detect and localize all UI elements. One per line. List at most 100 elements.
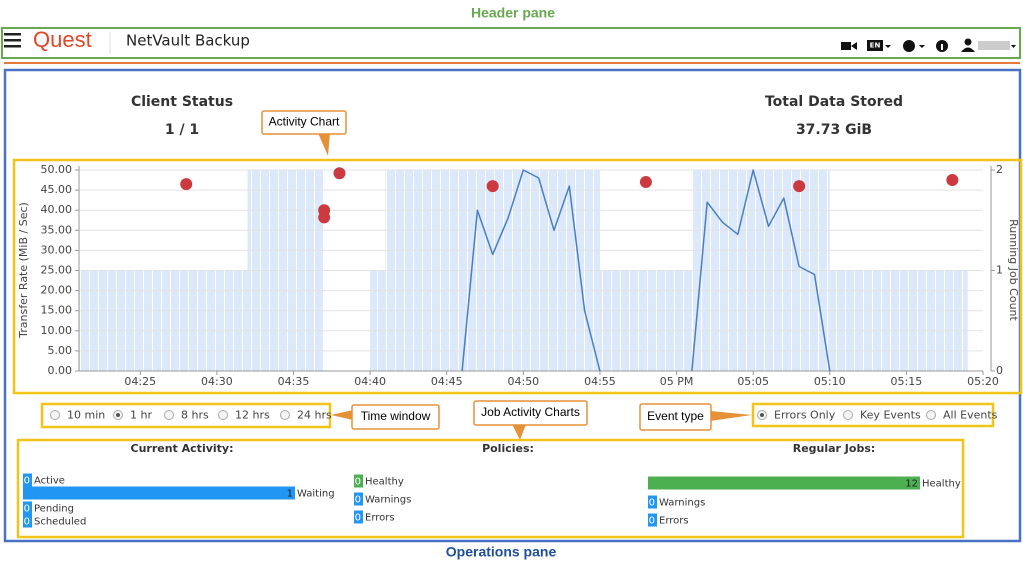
user-icon[interactable] [961, 38, 975, 53]
y-tick-label: 10.00 [41, 324, 73, 337]
radio-label[interactable]: All Events [943, 409, 998, 422]
y2-tick-label: 2 [996, 163, 1003, 176]
item-label: Warnings [659, 498, 705, 509]
job-count-bar [599, 270, 692, 371]
radio-label[interactable]: 24 hrs [297, 409, 332, 422]
count-badge [23, 501, 32, 515]
item-label: Active [34, 476, 65, 487]
radio-label[interactable]: 10 min [67, 409, 105, 422]
y-tick-label: 30.00 [41, 243, 73, 256]
product-name: NetVault Backup [126, 32, 250, 50]
x-tick-label: 04:30 [201, 375, 233, 388]
callout-label: Operations pane [446, 544, 557, 560]
x-tick-label: 04:40 [354, 375, 386, 388]
radio-button[interactable] [164, 410, 174, 420]
radio-dot [760, 413, 764, 417]
dropdown-caret [1011, 45, 1016, 48]
event-point[interactable] [946, 174, 959, 187]
y-tick-label: 20.00 [41, 284, 73, 297]
radio-button[interactable] [50, 410, 60, 420]
event-point[interactable] [639, 176, 652, 189]
count-label: 12 [905, 479, 918, 490]
y-tick-label: 45.00 [41, 183, 73, 196]
radio-button[interactable] [280, 410, 290, 420]
video-icon[interactable] [841, 42, 857, 50]
dropdown-caret [919, 45, 925, 48]
count-label: 0 [355, 495, 361, 506]
count-badge [354, 474, 363, 488]
count-bar [648, 476, 920, 490]
radio-button[interactable] [843, 410, 853, 420]
callout-job-activity [473, 400, 588, 440]
item-label: Healthy [365, 477, 404, 488]
job-count-bar [829, 270, 968, 371]
panel-title: Policies: [482, 442, 534, 455]
y-tick-label: 25.00 [41, 264, 73, 277]
logo[interactable]: Quest [33, 27, 92, 52]
callout-label: Header pane [471, 5, 555, 21]
count-label: 0 [355, 513, 361, 524]
tools-icon[interactable] [903, 40, 915, 52]
job-count-bar [370, 270, 386, 371]
summary-value: 1 / 1 [165, 122, 199, 138]
summary-value: 37.73 GiB [796, 122, 872, 138]
callout-label: Job Activity Charts [481, 405, 580, 419]
radio-label[interactable]: 12 hrs [235, 409, 270, 422]
language-icon[interactable] [867, 40, 883, 51]
event-point[interactable] [318, 211, 331, 224]
x-tick-label: 05:15 [891, 375, 923, 388]
dropdown-caret [885, 45, 891, 48]
event-point[interactable] [486, 180, 499, 193]
radio-button[interactable] [218, 410, 228, 420]
x-tick-label: 04:50 [507, 375, 539, 388]
count-label: 0 [24, 517, 30, 528]
radio-dot [116, 413, 120, 417]
radio-label[interactable]: 8 hrs [181, 409, 209, 422]
radio-label[interactable]: Key Events [860, 409, 921, 422]
event-type-frame [751, 402, 995, 428]
callout-time-window [331, 404, 440, 430]
item-label: Errors [659, 516, 689, 527]
radio-button[interactable] [926, 410, 936, 420]
y-axis-label: Transfer Rate (MiB / Sec) [17, 202, 30, 339]
user-name-obscured [978, 41, 1010, 50]
count-label: 0 [24, 476, 30, 487]
count-label: 0 [649, 498, 655, 509]
y-tick-label: 50.00 [41, 163, 73, 176]
job-count-bar [79, 270, 248, 371]
x-tick-label: 04:45 [431, 375, 463, 388]
summary-title: Client Status [131, 94, 233, 110]
time-window-frame [40, 402, 332, 429]
x-tick-label: 05:20 [967, 375, 999, 388]
y-tick-label: 40.00 [41, 203, 73, 216]
y-tick-label: 15.00 [41, 304, 73, 317]
count-label: 0 [24, 504, 30, 515]
callout-activity-chart [261, 110, 347, 156]
radio-label[interactable]: 1 hr [130, 409, 152, 422]
item-label: Warnings [365, 495, 411, 506]
count-badge [23, 473, 32, 487]
callout-label: Event type [647, 409, 704, 423]
item-label: Healthy [922, 479, 961, 490]
item-label: Errors [365, 513, 395, 524]
event-point[interactable] [333, 167, 346, 180]
x-tick-label: 04:35 [278, 375, 310, 388]
event-point[interactable] [793, 180, 806, 193]
y-tick-label: 35.00 [41, 223, 73, 236]
x-tick-label: 05 PM [660, 375, 694, 388]
job-activity-frame [16, 438, 965, 539]
x-tick-label: 04:25 [124, 375, 156, 388]
radio-label[interactable]: Errors Only [774, 409, 836, 422]
count-badge [23, 514, 32, 528]
count-bar [23, 486, 295, 500]
x-tick-label: 05:10 [814, 375, 846, 388]
event-point[interactable] [180, 178, 193, 191]
language-label[interactable]: EN [870, 42, 881, 50]
menu-icon[interactable] [4, 33, 21, 48]
y-tick-label: 0.00 [48, 364, 73, 377]
panel-title: Regular Jobs: [793, 442, 876, 455]
y2-tick-label: 1 [996, 264, 1003, 277]
callout-label: Activity Chart [269, 115, 340, 129]
count-label: 0 [649, 516, 655, 527]
